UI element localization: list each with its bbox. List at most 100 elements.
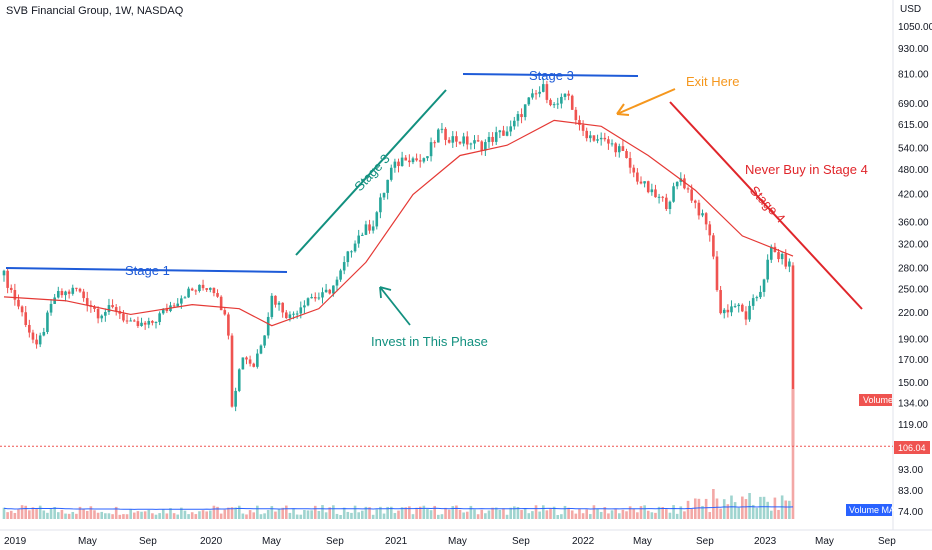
volume-bar bbox=[513, 506, 516, 519]
candle-body bbox=[9, 287, 13, 291]
volume-bar bbox=[324, 512, 328, 519]
volume-bar bbox=[252, 512, 256, 519]
volume-bar bbox=[465, 511, 469, 519]
volume-bar bbox=[455, 505, 458, 519]
volume-bar bbox=[741, 496, 744, 519]
volume-bar bbox=[190, 512, 194, 519]
candle-body bbox=[560, 96, 563, 104]
candle-body bbox=[364, 224, 368, 235]
candle-body bbox=[194, 290, 198, 292]
candle-body bbox=[628, 158, 632, 168]
volume-bar bbox=[230, 507, 234, 519]
volume-bar bbox=[665, 509, 668, 519]
price-tick-label: 1050.00 bbox=[898, 22, 932, 33]
stage3-label: Stage 3 bbox=[529, 68, 574, 83]
volume-bar bbox=[371, 514, 375, 519]
candle-body bbox=[234, 390, 237, 407]
volume-bar bbox=[614, 509, 617, 519]
candle-body bbox=[328, 289, 332, 294]
candle-body bbox=[759, 291, 762, 298]
volume-bar bbox=[766, 501, 769, 519]
candle-body bbox=[82, 291, 85, 299]
date-tick-label: Sep bbox=[139, 536, 157, 547]
volume-bar bbox=[654, 512, 657, 519]
volume-bar bbox=[266, 510, 270, 519]
volume-bar bbox=[737, 507, 741, 519]
volume-bar bbox=[462, 512, 465, 519]
volume-bar bbox=[784, 500, 788, 519]
volume-bar bbox=[382, 513, 386, 519]
candle-body bbox=[523, 104, 527, 118]
volume-bar bbox=[248, 510, 252, 519]
volume-bar bbox=[788, 500, 791, 519]
candle-body bbox=[788, 261, 791, 267]
volume-bar bbox=[24, 505, 28, 519]
volume-bar bbox=[194, 514, 198, 519]
volume-bar bbox=[118, 514, 122, 519]
volume-bar bbox=[552, 506, 556, 519]
volume-bar bbox=[560, 514, 563, 519]
volume-bar bbox=[715, 498, 719, 519]
candle-body bbox=[324, 289, 328, 293]
candle-body bbox=[777, 252, 780, 260]
volume-bar bbox=[744, 499, 748, 519]
candle-body bbox=[672, 186, 675, 202]
candle-body bbox=[751, 298, 755, 306]
volume-bar bbox=[636, 512, 639, 519]
candle-body bbox=[346, 251, 350, 263]
candle-body bbox=[719, 290, 722, 314]
volume-bar bbox=[165, 513, 169, 519]
candle-body bbox=[473, 140, 476, 144]
candle-body bbox=[668, 201, 672, 210]
candle-body bbox=[570, 95, 574, 110]
volume-bar bbox=[161, 509, 165, 519]
volume-bar bbox=[332, 505, 335, 519]
volume-bar bbox=[303, 510, 306, 519]
volume-bar bbox=[726, 504, 730, 519]
candle-body bbox=[538, 91, 541, 94]
volume-bar bbox=[578, 508, 581, 519]
volume-bar bbox=[484, 513, 487, 519]
candle-body bbox=[516, 114, 520, 121]
candle-body bbox=[549, 99, 552, 106]
candle-body bbox=[726, 309, 730, 313]
candle-body bbox=[509, 126, 512, 132]
stage1-line bbox=[5, 267, 288, 273]
date-tick-label: Sep bbox=[696, 536, 714, 547]
volume-bar bbox=[480, 509, 484, 519]
candle-body bbox=[237, 369, 241, 391]
volume-bar bbox=[563, 505, 567, 519]
candle-body bbox=[429, 142, 433, 157]
candle-body bbox=[491, 136, 494, 142]
candle-body bbox=[661, 196, 665, 198]
candle-body bbox=[581, 124, 585, 131]
volume-bar bbox=[668, 512, 672, 519]
volume-bar bbox=[234, 507, 237, 519]
volume-bar bbox=[100, 511, 104, 519]
volume-bar bbox=[75, 513, 78, 519]
candle-body bbox=[484, 142, 487, 151]
volume-bar bbox=[143, 511, 147, 519]
candle-body bbox=[683, 178, 686, 189]
volume-bar bbox=[491, 507, 494, 519]
candle-body bbox=[205, 288, 208, 290]
volume-bar bbox=[56, 512, 60, 519]
candle-body bbox=[397, 161, 400, 167]
volume-bar bbox=[263, 513, 266, 519]
candle-body bbox=[212, 287, 216, 294]
volume-bar bbox=[223, 509, 227, 519]
volume-bar bbox=[198, 511, 201, 519]
price-tick-label: 480.00 bbox=[898, 165, 929, 176]
candle-body bbox=[263, 335, 266, 346]
candle-body bbox=[646, 181, 650, 193]
volume-bar bbox=[722, 499, 726, 519]
exit-label: Exit Here bbox=[686, 74, 739, 89]
volume-bar bbox=[361, 510, 364, 519]
candle-body bbox=[408, 160, 411, 163]
candle-body bbox=[46, 312, 49, 332]
candle-body bbox=[270, 295, 274, 317]
volume-bar bbox=[357, 512, 360, 519]
candle-body bbox=[13, 290, 17, 300]
candle-body bbox=[104, 312, 107, 316]
volume-bar bbox=[545, 510, 549, 519]
